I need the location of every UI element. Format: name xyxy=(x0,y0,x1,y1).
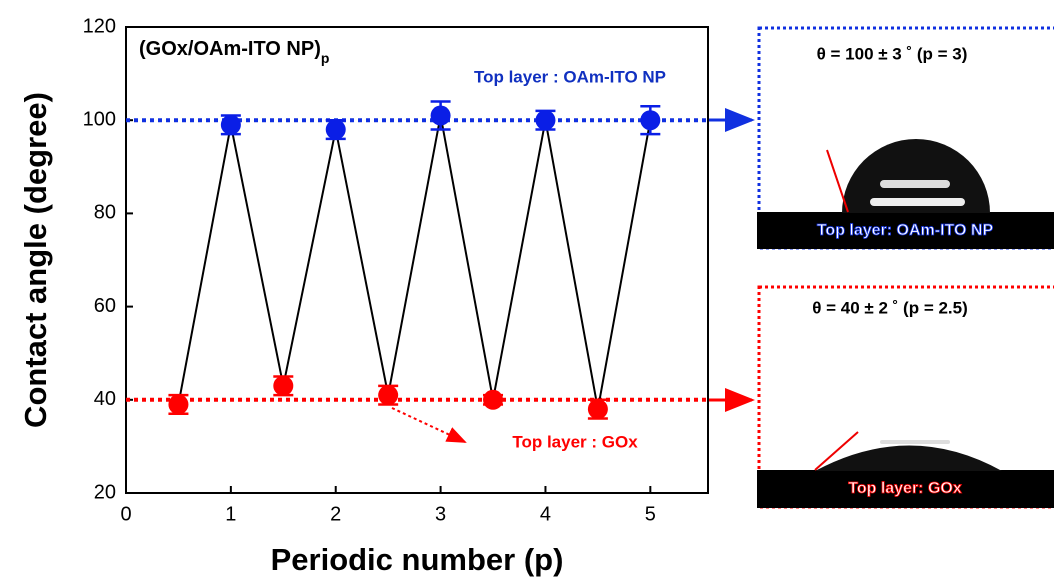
y-tick-label: 60 xyxy=(94,295,116,317)
inset-top xyxy=(708,26,1054,250)
x-tick-label: 1 xyxy=(225,503,236,525)
data-point xyxy=(640,110,661,131)
data-point xyxy=(378,385,399,406)
annotation: Top layer : OAm-ITO NP xyxy=(474,67,666,86)
data-point xyxy=(483,389,504,410)
y-axis-title: Contact angle (degree) xyxy=(18,92,53,428)
inset-label: Top layer: GOx xyxy=(848,480,962,497)
chart-label: (GOx/OAm-ITO NP)p xyxy=(139,38,329,65)
data-point xyxy=(168,394,189,415)
y-tick-label: 80 xyxy=(94,202,116,224)
label-main: (GOx/OAm-ITO NP) xyxy=(139,38,321,60)
plot-frame xyxy=(125,26,709,494)
data-point xyxy=(325,119,346,140)
x-tick-label: 5 xyxy=(645,503,656,525)
y-tick-label: 40 xyxy=(94,388,116,410)
y-tick-label: 120 xyxy=(83,15,116,37)
data-point xyxy=(430,105,451,126)
label-subscript: p xyxy=(321,50,330,66)
x-axis-title: Periodic number (p) xyxy=(271,542,564,577)
annotation-arrow xyxy=(391,407,467,443)
inset-label: Top layer: OAm-ITO NP xyxy=(817,222,994,239)
x-tick-label: 3 xyxy=(435,503,446,525)
data-point xyxy=(587,399,608,420)
x-tick-label: 0 xyxy=(120,503,131,525)
x-tick-label: 4 xyxy=(540,503,551,525)
inset-caption: θ = 40 ± 2 ˚ (p = 2.5) xyxy=(812,298,968,317)
inset-bottom xyxy=(708,285,1054,509)
inset-caption: θ = 100 ± 3 ˚ (p = 3) xyxy=(817,44,968,63)
data-point xyxy=(273,375,294,396)
data-point xyxy=(535,110,556,131)
y-tick-label: 20 xyxy=(94,481,116,503)
x-tick-label: 2 xyxy=(330,503,341,525)
annotation: Top layer : GOx xyxy=(512,432,638,451)
series-line xyxy=(177,115,652,410)
data-point xyxy=(220,114,241,135)
y-tick-label: 100 xyxy=(83,108,116,130)
